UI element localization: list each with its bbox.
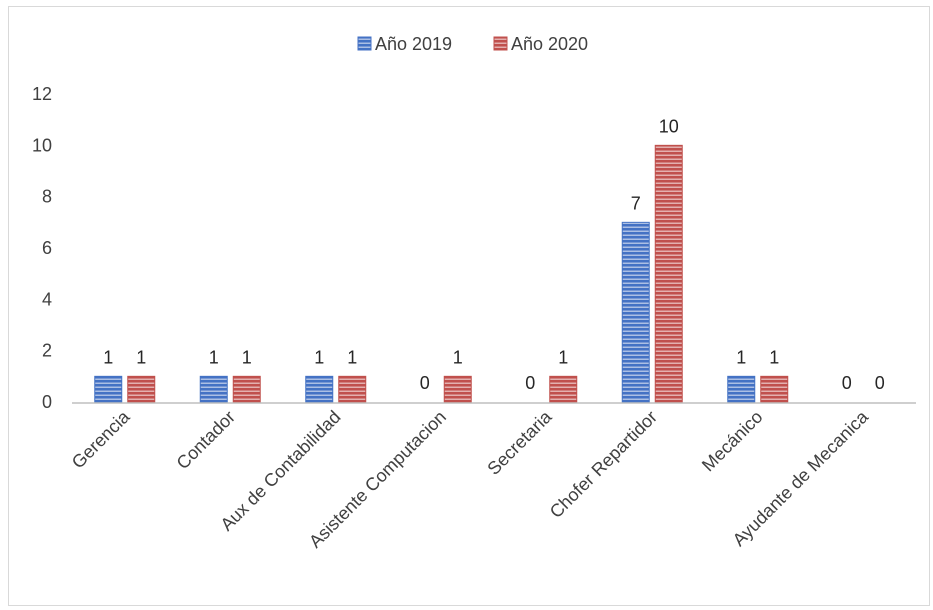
bar-2020: [443, 375, 472, 403]
data-label: 0: [842, 373, 852, 393]
bar-2019: [621, 221, 650, 403]
y-tick-label: 10: [32, 135, 52, 155]
data-label: 0: [875, 373, 885, 393]
legend-label: Año 2020: [511, 34, 588, 54]
bar-2019: [727, 375, 756, 403]
bar-2020: [127, 375, 156, 403]
y-tick-label: 2: [42, 341, 52, 361]
y-tick-label: 0: [42, 392, 52, 412]
y-tick-label: 4: [42, 289, 52, 309]
x-category-label: Gerencia: [68, 406, 134, 472]
bar-2019: [94, 375, 123, 403]
data-label: 1: [209, 347, 219, 367]
legend-swatch: [493, 36, 508, 51]
data-label: 1: [736, 347, 746, 367]
y-axis: 0 2 4 6 8 10 12: [32, 84, 52, 412]
x-category-label: Contador: [173, 407, 240, 474]
x-category-label: Secretaria: [483, 406, 556, 479]
x-category-label: Mecánico: [698, 407, 767, 476]
data-label: 1: [314, 347, 324, 367]
data-label: 1: [103, 347, 113, 367]
data-label: 0: [420, 373, 430, 393]
legend-swatch: [357, 36, 372, 51]
bar-2020: [549, 375, 578, 403]
legend: Año 2019 Año 2020: [357, 34, 588, 54]
x-category-label: Chofer Repartidor: [546, 407, 661, 522]
data-label: 1: [242, 347, 252, 367]
bar-2020: [338, 375, 367, 403]
bar-2020: [654, 144, 683, 403]
y-tick-label: 6: [42, 238, 52, 258]
bar-2019: [199, 375, 228, 403]
bar-2019: [305, 375, 334, 403]
data-label: 0: [525, 373, 535, 393]
chart-area: [8, 6, 930, 606]
data-label: 1: [558, 347, 568, 367]
y-tick-label: 12: [32, 84, 52, 104]
data-label: 1: [136, 347, 146, 367]
bar-2020: [232, 375, 261, 403]
data-label: 10: [659, 116, 679, 136]
data-label: 1: [769, 347, 779, 367]
legend-label: Año 2019: [375, 34, 452, 54]
data-label: 1: [453, 347, 463, 367]
x-category-label: Aux de Contabilidad: [217, 407, 345, 535]
y-tick-label: 8: [42, 187, 52, 207]
bars: [94, 144, 789, 403]
bar-2020: [760, 375, 789, 403]
data-label: 7: [631, 193, 641, 213]
data-label: 1: [347, 347, 357, 367]
